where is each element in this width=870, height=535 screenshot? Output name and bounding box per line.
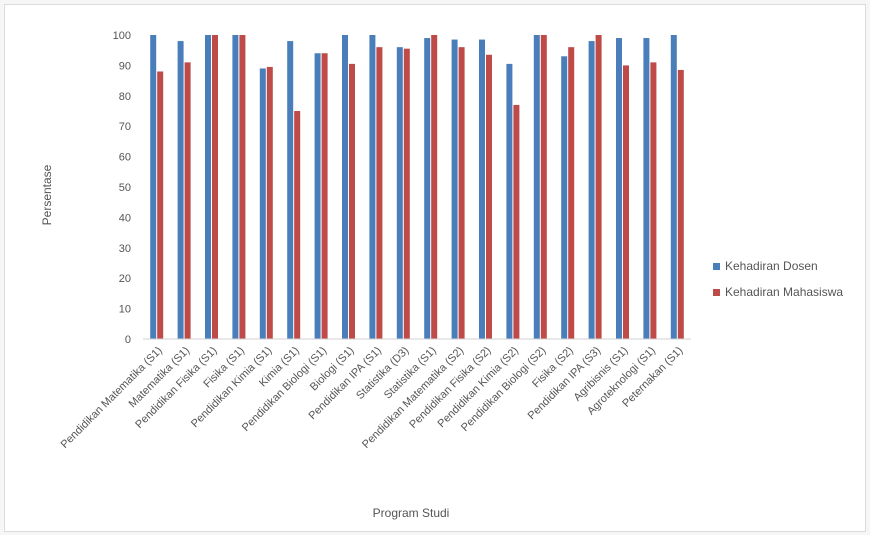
bar-kehadiran-dosen: [616, 38, 622, 339]
bar-kehadiran-dosen: [150, 35, 157, 339]
bar-kehadiran-dosen: [588, 41, 595, 340]
bar-kehadiran-dosen: [424, 38, 431, 339]
y-tick-label: 10: [119, 304, 131, 316]
bar-kehadiran-mahasiswa: [431, 35, 438, 339]
chart-area: 0 10 20 30 40 50 60 70 80 90 100 Pendidikan Matema…: [4, 4, 866, 532]
y-tick-label: 20: [119, 273, 131, 285]
legend-label: Kehadiran Mahasiswa: [725, 285, 843, 299]
bar-kehadiran-mahasiswa: [157, 71, 164, 339]
bar-kehadiran-mahasiswa: [294, 111, 301, 339]
bar-kehadiran-mahasiswa: [623, 65, 629, 340]
x-tick-label: Pendidikan Matematika (S1): [59, 345, 165, 451]
y-tick-label: 90: [119, 60, 131, 72]
x-axis-title: Program Studi: [373, 506, 450, 520]
y-tick-label: 100: [113, 30, 131, 42]
bar-kehadiran-dosen: [533, 35, 540, 339]
bar-kehadiran-dosen: [177, 41, 184, 340]
bar-kehadiran-dosen: [259, 68, 266, 339]
bar-kehadiran-mahasiswa: [349, 63, 355, 339]
legend-label: Kehadiran Dosen: [725, 259, 818, 273]
bar-kehadiran-dosen: [670, 35, 677, 339]
bar-kehadiran-mahasiswa: [540, 35, 547, 339]
y-axis-ticks: 0 10 20 30 40 50 60 70 80 90 100: [113, 30, 131, 346]
bar-kehadiran-mahasiswa: [212, 35, 218, 339]
y-tick-label: 80: [119, 91, 131, 103]
bar-kehadiran-dosen: [643, 38, 650, 339]
legend: Kehadiran Dosen Kehadiran Mahasiswa: [713, 259, 843, 299]
y-tick-label: 0: [125, 334, 131, 346]
bar-kehadiran-mahasiswa: [403, 48, 410, 340]
bar-kehadiran-dosen: [287, 41, 294, 340]
bar-kehadiran-dosen: [561, 56, 568, 339]
x-axis-ticks: Pendidikan Matematika (S1)Matematika (S1…: [59, 345, 686, 451]
y-tick-label: 50: [119, 182, 131, 194]
y-tick-label: 40: [119, 212, 131, 224]
bar-kehadiran-mahasiswa: [595, 35, 602, 339]
bar-kehadiran-mahasiswa: [266, 66, 273, 340]
legend-swatch: [713, 263, 720, 270]
bar-kehadiran-dosen: [451, 39, 458, 340]
y-axis-title: Persentase: [40, 164, 54, 225]
bar-kehadiran-mahasiswa: [486, 54, 492, 339]
bar-kehadiran-dosen: [205, 35, 211, 339]
bar-kehadiran-mahasiswa: [568, 47, 575, 339]
bar-kehadiran-dosen: [396, 47, 403, 339]
y-tick-label: 30: [119, 243, 131, 255]
y-tick-label: 70: [119, 121, 131, 133]
bar-kehadiran-mahasiswa: [239, 35, 246, 339]
bars: [150, 35, 684, 340]
bar-kehadiran-dosen: [506, 63, 513, 339]
bar-kehadiran-dosen: [342, 35, 348, 339]
bar-kehadiran-dosen: [314, 53, 321, 340]
bar-kehadiran-mahasiswa: [513, 104, 520, 339]
bar-kehadiran-mahasiswa: [321, 53, 328, 340]
bar-kehadiran-mahasiswa: [184, 62, 191, 340]
bar-kehadiran-mahasiswa: [677, 69, 684, 340]
legend-swatch: [713, 289, 720, 296]
bar-kehadiran-mahasiswa: [458, 47, 465, 339]
bar-kehadiran-dosen: [232, 35, 239, 339]
y-tick-label: 60: [119, 152, 131, 164]
bar-kehadiran-dosen: [479, 39, 485, 340]
bar-kehadiran-dosen: [369, 35, 376, 339]
bar-chart: 0 10 20 30 40 50 60 70 80 90 100 Pendidikan Matema…: [40, 30, 843, 520]
bar-kehadiran-mahasiswa: [650, 62, 657, 340]
bar-kehadiran-mahasiswa: [376, 47, 383, 339]
